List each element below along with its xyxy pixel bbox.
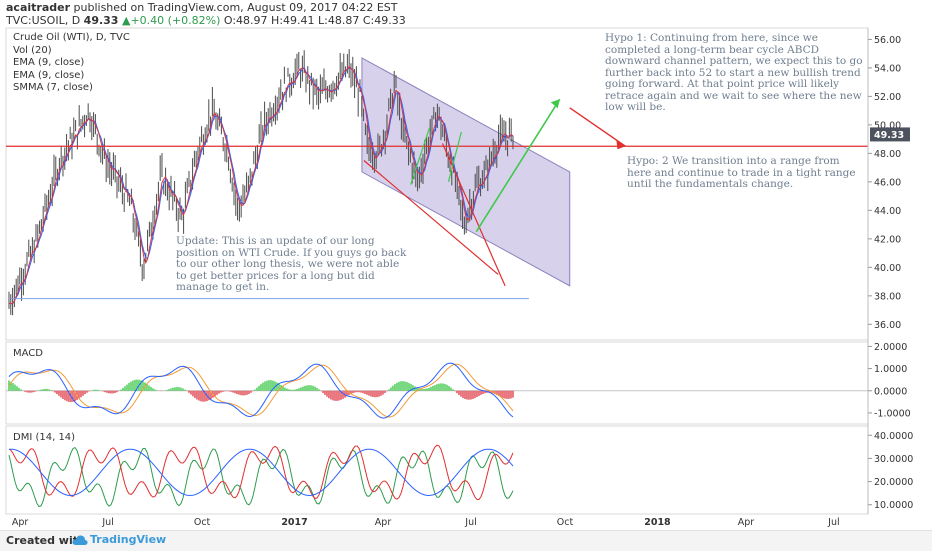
x-axis-label: Apr bbox=[375, 517, 392, 528]
tradingview-logo-icon[interactable] bbox=[72, 534, 88, 546]
author-name[interactable]: acaitrader bbox=[6, 1, 71, 14]
legend-item-ema-2[interactable]: EMA (9, close) bbox=[13, 69, 85, 81]
x-axis-label: Jul bbox=[827, 517, 839, 528]
macd-signal-line bbox=[8, 363, 514, 418]
price-tick-label: 36.00 bbox=[874, 320, 901, 331]
macd-tick-label: 1.0000 bbox=[874, 364, 907, 375]
last-price-tag-label: 49.33 bbox=[874, 130, 904, 141]
dmi-tick-label: 30.0000 bbox=[874, 454, 913, 465]
price-tick-label: 42.00 bbox=[874, 234, 901, 245]
ema-line bbox=[8, 65, 514, 305]
green-leg-1 bbox=[410, 127, 431, 185]
price-change: +0.40 (+0.82%) bbox=[130, 14, 221, 27]
price-tick-label: 48.00 bbox=[874, 149, 901, 160]
published-info: published on TradingView.com, August 09,… bbox=[73, 1, 398, 14]
price-tick-label: 56.00 bbox=[874, 35, 901, 46]
dmi-pane-label[interactable]: DMI (14, 14) bbox=[13, 432, 76, 443]
x-axis-label: 2018 bbox=[644, 517, 671, 528]
price-tick-label: 50.00 bbox=[874, 120, 901, 131]
x-axis-label: Oct bbox=[194, 517, 211, 528]
x-axis-label: Jul bbox=[464, 517, 476, 528]
footer-bar: Created with TradingView bbox=[0, 530, 932, 551]
x-axis-label: Apr bbox=[738, 517, 755, 528]
created-with-text: Created with bbox=[6, 534, 86, 547]
price-tick-label: 46.00 bbox=[874, 177, 901, 188]
macd-pane-label[interactable]: MACD bbox=[13, 348, 43, 359]
trendline-b bbox=[441, 143, 506, 287]
dmi-plus-line bbox=[8, 446, 514, 508]
dmi-tick-label: 20.0000 bbox=[874, 477, 913, 488]
macd-tick-label: -1.0000 bbox=[874, 408, 911, 419]
x-axis-label: Jul bbox=[101, 517, 113, 528]
dmi-tick-label: 40.0000 bbox=[874, 431, 913, 442]
dmi-minus-line bbox=[8, 444, 514, 500]
green-leg-2 bbox=[447, 131, 462, 183]
trendline-a bbox=[363, 160, 499, 275]
last-price-tag bbox=[870, 127, 910, 142]
macd-tick-label: 0.0000 bbox=[874, 386, 907, 397]
macd-line bbox=[8, 362, 514, 419]
legend-item-vol[interactable]: Vol (20) bbox=[13, 44, 52, 56]
price-tick-label: 54.00 bbox=[874, 63, 901, 74]
adx-line bbox=[8, 448, 514, 497]
x-axis-label: Oct bbox=[557, 517, 574, 528]
price-tick-label: 38.00 bbox=[874, 291, 901, 302]
bullish-projection-arrow bbox=[475, 98, 561, 233]
x-axis-label: 2017 bbox=[281, 517, 307, 528]
arrow-head-icon bbox=[550, 99, 560, 109]
dmi-tick-label: 10.0000 bbox=[874, 500, 913, 511]
pane-border bbox=[5, 425, 869, 515]
arrow-head-icon bbox=[616, 140, 626, 150]
chart-header: acaitrader published on TradingView.com,… bbox=[0, 0, 932, 28]
range-projection-arrow bbox=[569, 107, 626, 147]
ohlc-values: O:48.97 H:49.41 L:48.87 C:49.33 bbox=[223, 14, 406, 27]
price-tick-label: 44.00 bbox=[874, 206, 901, 217]
x-axis-label: Apr bbox=[12, 517, 29, 528]
price-tick-label: 40.00 bbox=[874, 263, 901, 274]
legend-item-smma[interactable]: SMMA (7, close) bbox=[13, 82, 93, 93]
indicator-legend: Crude Oil (WTI), D, TVC Vol (20) EMA (9,… bbox=[13, 32, 130, 95]
symbol-label: TVC:USOIL, D bbox=[6, 14, 81, 27]
hypo1-annotation[interactable]: Hypo 1: Continuing from here, since we c… bbox=[605, 32, 863, 113]
update-annotation[interactable]: Update: This is an update of our long po… bbox=[176, 235, 407, 293]
macd-tick-label: 2.0000 bbox=[874, 342, 907, 353]
price-tick-label: 52.00 bbox=[874, 92, 901, 103]
up-arrow-icon: ▲ bbox=[121, 14, 131, 27]
hypo2-annotation[interactable]: Hypo: 2 We transition into a range from … bbox=[627, 155, 856, 190]
legend-title[interactable]: Crude Oil (WTI), D, TVC bbox=[13, 32, 130, 43]
last-price: 49.33 bbox=[83, 14, 119, 27]
legend-item-ema-1[interactable]: EMA (9, close) bbox=[13, 57, 85, 68]
tradingview-brand-link[interactable]: TradingView bbox=[90, 533, 167, 546]
